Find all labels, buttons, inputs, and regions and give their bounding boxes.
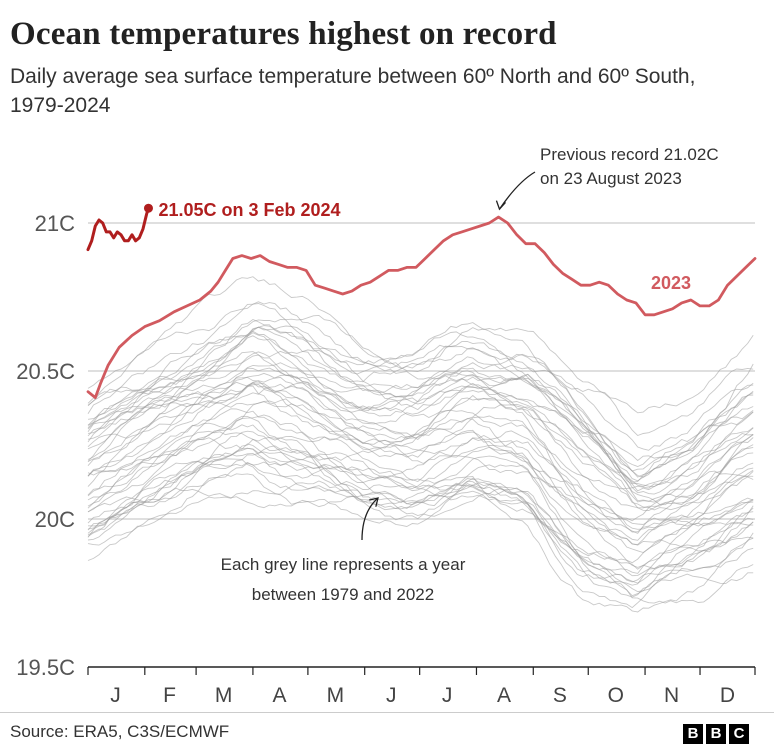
- previous-record-arrow: [498, 171, 536, 210]
- chart-title: Ocean temperatures highest on record: [10, 16, 557, 52]
- x-tick-label: D: [720, 684, 735, 707]
- year-line: [87, 384, 754, 530]
- year-line: [87, 362, 754, 492]
- year-line: [87, 447, 754, 584]
- year-line: [87, 430, 754, 586]
- x-tick-label: J: [110, 684, 121, 707]
- x-tick-label: J: [386, 684, 397, 707]
- source-note: Source: ERA5, C3S/ECMWF: [10, 722, 230, 741]
- x-tick-label: M: [215, 684, 233, 707]
- year-line: [87, 276, 754, 414]
- year-line: [87, 301, 754, 437]
- year-line: [87, 330, 754, 472]
- grid-lines: [88, 222, 755, 520]
- previous-record-arrow-head: [495, 200, 507, 211]
- latest-label: 21.05C on 3 Feb 2024: [158, 200, 340, 220]
- year-line: [87, 436, 754, 593]
- year-line: [87, 326, 754, 487]
- y-tick-label: 20.5C: [16, 359, 75, 384]
- year-line: [87, 434, 754, 553]
- x-tick-label: N: [664, 684, 679, 707]
- year-line: [87, 314, 754, 462]
- grey-lines-arrow-head: [369, 497, 379, 507]
- year-line: [87, 382, 754, 506]
- year-line: [87, 354, 754, 495]
- chart-subtitle: Daily average sea surface temperature be…: [10, 65, 696, 117]
- year-line: [87, 372, 754, 503]
- year-line: [87, 351, 754, 487]
- y-tick-label: 19.5C: [16, 655, 75, 680]
- year-line: [87, 445, 754, 577]
- year-line: [87, 332, 754, 467]
- year-line: [87, 415, 754, 527]
- grey-lines-arrow: [361, 497, 379, 541]
- grey-lines-note: between 1979 and 2022: [252, 585, 434, 604]
- year-line: [87, 382, 754, 503]
- year-line: [87, 367, 754, 534]
- year-line: [87, 326, 754, 482]
- bbc-logo: B B C: [683, 724, 749, 744]
- previous-record-label: on 23 August 2023: [540, 169, 682, 188]
- x-tick-label: A: [497, 684, 511, 707]
- year-line: [87, 430, 754, 541]
- year-line: [87, 477, 754, 604]
- x-tick-label: O: [608, 684, 624, 707]
- year-line: [87, 318, 754, 483]
- year-line: [87, 381, 754, 509]
- logo-letter: B: [706, 724, 726, 744]
- historic-lines: [87, 276, 754, 613]
- y-tick-label: 21C: [35, 211, 75, 236]
- logo-letter: C: [729, 724, 749, 744]
- footer-rule: [0, 712, 774, 713]
- series-line-2024: [86, 206, 150, 252]
- year-line: [87, 349, 754, 490]
- series-label-2023: 2023: [651, 273, 691, 293]
- chart-area: 21C 20.5C 20C 19.5C J F M A M J J A S O N D 21.05C on 3…: [16, 145, 757, 707]
- grey-lines-note: Each grey line represents a year: [221, 555, 466, 574]
- highlight-lines: [86, 203, 757, 400]
- x-tick-label: M: [327, 684, 345, 707]
- y-tick-label: 20C: [35, 507, 75, 532]
- previous-record-label: Previous record 21.02C: [540, 145, 719, 164]
- axes: 21C 20.5C 20C 19.5C J F M A M J J A S O N D: [16, 211, 756, 707]
- series-line-2023: [86, 215, 757, 400]
- x-tick-label: F: [163, 684, 176, 707]
- x-tick-label: J: [442, 684, 453, 707]
- x-tick-label: A: [272, 684, 286, 707]
- annotations: 21.05C on 3 Feb 2024 Previous record 21.0…: [158, 145, 718, 604]
- year-line: [87, 303, 754, 451]
- year-line: [87, 376, 754, 522]
- year-line: [87, 370, 754, 511]
- latest-point-marker: [143, 203, 153, 213]
- year-line: [87, 414, 754, 553]
- year-line: [87, 458, 754, 583]
- logo-letter: B: [683, 724, 703, 744]
- x-tick-label: S: [553, 684, 567, 707]
- year-line: [87, 452, 754, 574]
